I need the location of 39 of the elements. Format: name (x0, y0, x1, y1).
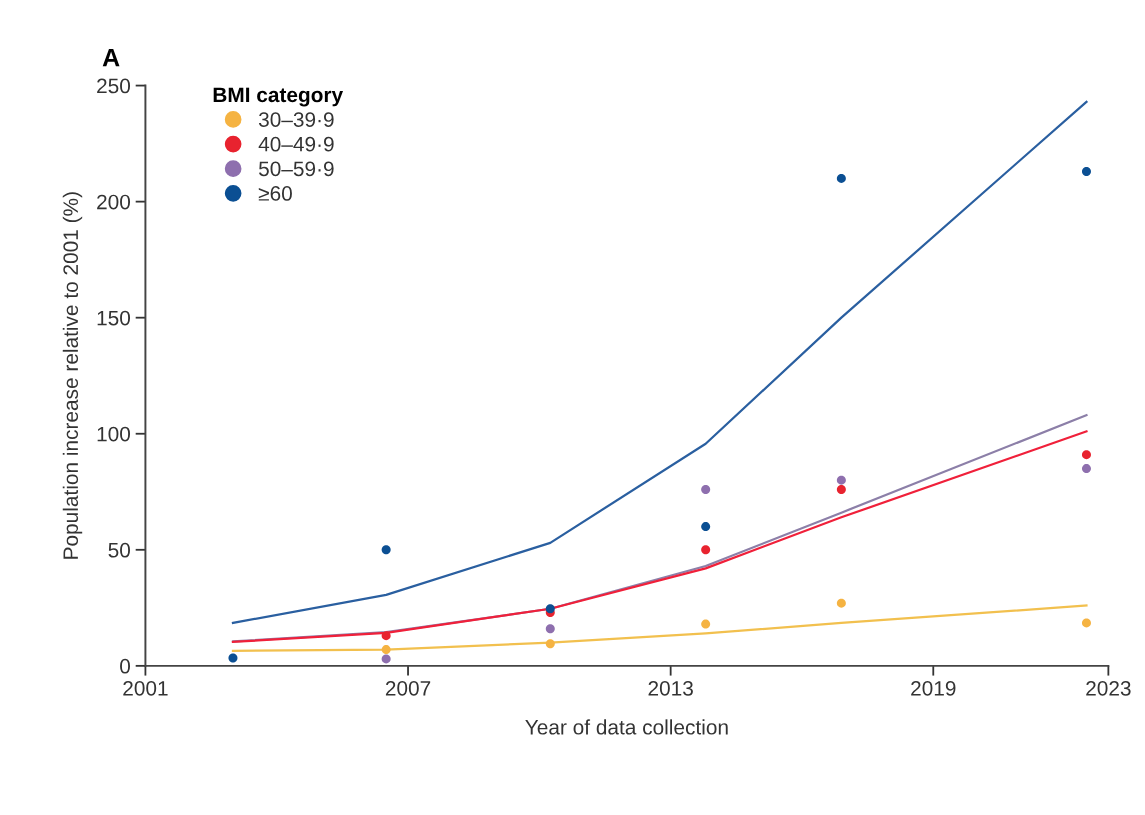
point (545, 624, 555, 634)
legend-title: BMI category (213, 87, 344, 107)
point (1081, 450, 1091, 460)
point (836, 484, 846, 494)
point (545, 639, 555, 649)
point (836, 475, 846, 485)
legend-label: ≥60 (258, 186, 292, 201)
x-axis-title: Year of data collection (525, 719, 728, 735)
point (836, 598, 846, 608)
y-tick-label: 200 (97, 194, 131, 210)
point (381, 545, 391, 555)
x-tick-label: 2023 (1086, 680, 1131, 696)
legend-label: 50–59·9 (258, 161, 334, 177)
chart-title: A (102, 48, 120, 67)
x-tick-label: 2013 (648, 680, 693, 696)
point (701, 619, 711, 629)
point (1081, 464, 1091, 474)
y-tick-label: 250 (97, 78, 131, 94)
y-axis-title: Population increase relative to 2001 (%) (62, 192, 83, 559)
point (228, 653, 238, 663)
y-tick-label: 100 (97, 426, 131, 442)
legend-label: 30–39·9 (258, 112, 334, 127)
x-tick-label: 2001 (123, 680, 168, 696)
legend-label: 40–49·9 (258, 136, 334, 152)
point (836, 173, 846, 183)
y-tick-label: 50 (108, 542, 131, 558)
point (1081, 618, 1091, 628)
point (701, 545, 711, 555)
y-tick-label: 0 (120, 658, 131, 674)
line-series (231, 604, 1088, 652)
point (701, 484, 711, 494)
x-tick-label: 2007 (385, 680, 431, 696)
y-tick-label: 150 (97, 310, 131, 326)
point (701, 522, 711, 532)
point (381, 645, 391, 655)
point (381, 631, 391, 641)
point (381, 654, 391, 664)
x-tick-label: 2019 (911, 680, 956, 696)
point (1081, 166, 1091, 176)
